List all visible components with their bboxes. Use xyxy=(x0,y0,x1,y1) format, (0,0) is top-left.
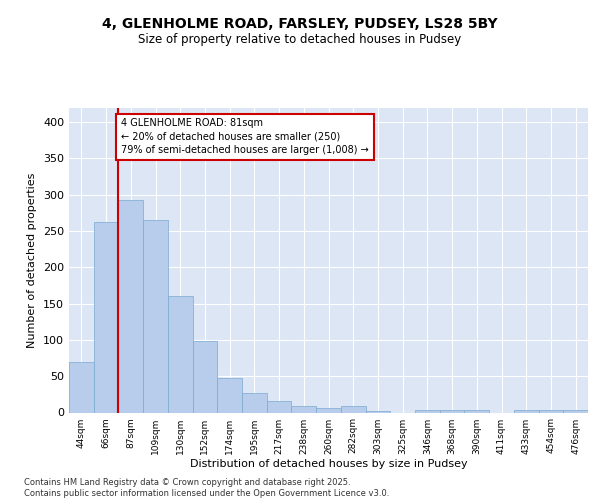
Bar xyxy=(242,393,267,412)
Bar xyxy=(267,401,292,412)
Bar xyxy=(168,296,193,412)
Bar xyxy=(415,410,440,412)
Bar xyxy=(539,410,563,412)
Y-axis label: Number of detached properties: Number of detached properties xyxy=(28,172,37,348)
Bar xyxy=(514,410,539,412)
Bar xyxy=(440,410,464,412)
Bar xyxy=(464,410,489,412)
Text: 4 GLENHOLME ROAD: 81sqm
← 20% of detached houses are smaller (250)
79% of semi-d: 4 GLENHOLME ROAD: 81sqm ← 20% of detache… xyxy=(121,118,368,155)
Text: Contains HM Land Registry data © Crown copyright and database right 2025.
Contai: Contains HM Land Registry data © Crown c… xyxy=(24,478,389,498)
Bar xyxy=(94,222,118,412)
Bar xyxy=(69,362,94,412)
Bar xyxy=(341,406,365,412)
Text: 4, GLENHOLME ROAD, FARSLEY, PUDSEY, LS28 5BY: 4, GLENHOLME ROAD, FARSLEY, PUDSEY, LS28… xyxy=(102,18,498,32)
Bar xyxy=(316,408,341,412)
Bar xyxy=(118,200,143,412)
Bar xyxy=(193,340,217,412)
Bar xyxy=(217,378,242,412)
Bar xyxy=(365,411,390,412)
Bar xyxy=(143,220,168,412)
Bar xyxy=(563,410,588,412)
Text: Size of property relative to detached houses in Pudsey: Size of property relative to detached ho… xyxy=(139,32,461,46)
Bar xyxy=(292,406,316,412)
X-axis label: Distribution of detached houses by size in Pudsey: Distribution of detached houses by size … xyxy=(190,460,467,469)
